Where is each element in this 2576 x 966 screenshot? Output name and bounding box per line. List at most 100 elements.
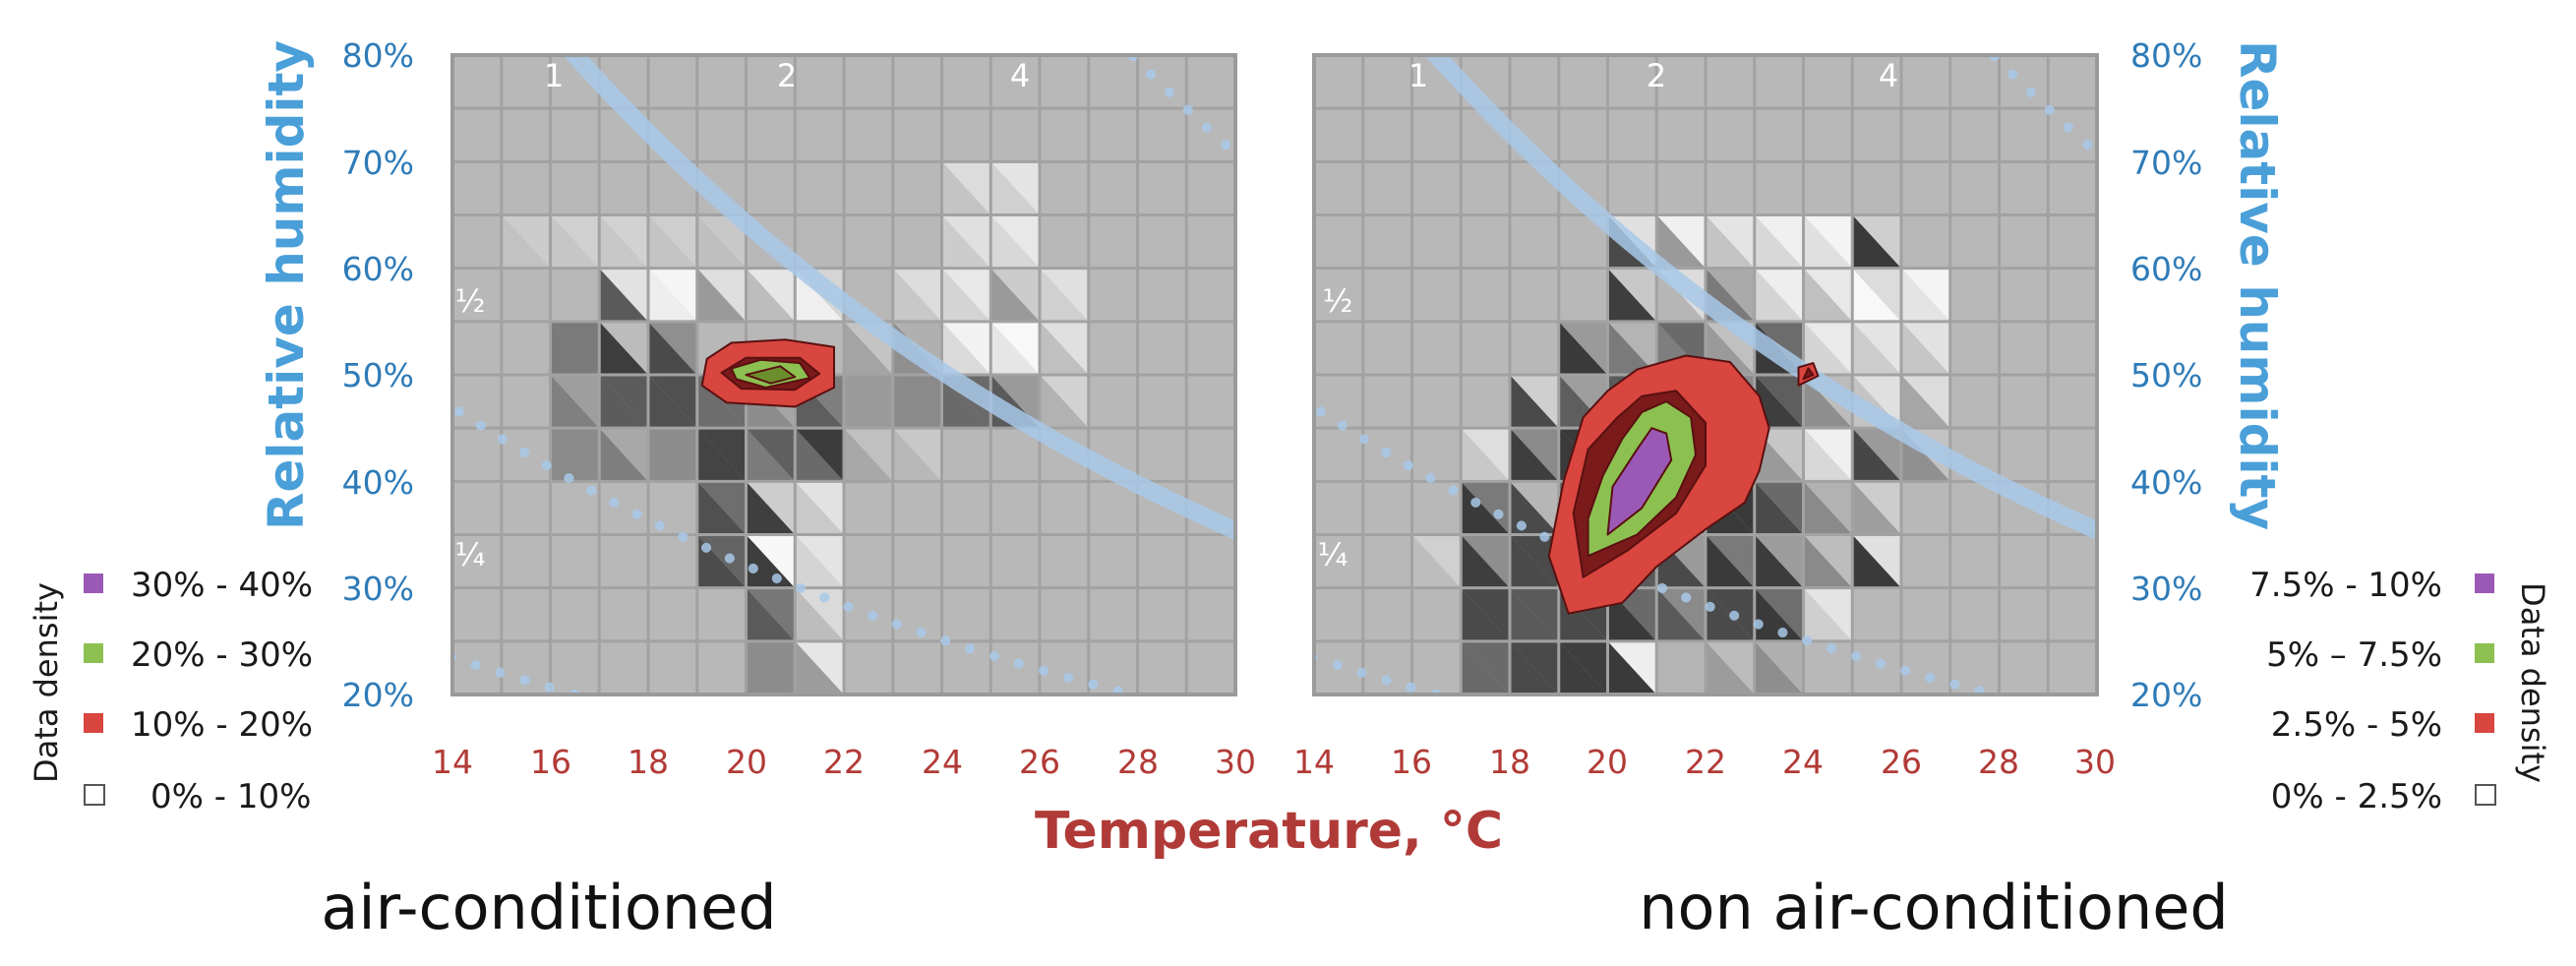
heatmap-cell xyxy=(1040,321,1089,375)
heatmap-cell xyxy=(648,375,697,429)
heatmap-cell xyxy=(1852,481,1901,535)
heatmap-cell xyxy=(1901,375,1950,429)
legend-left: Data density 30% - 40% 20% - 30% 10% - 2… xyxy=(28,566,313,816)
heatmap-cell xyxy=(1706,640,1755,694)
heatmap-cell xyxy=(1656,534,1706,588)
legend-label: 2.5% - 5% xyxy=(2271,705,2442,745)
heatmap-cell xyxy=(648,268,697,322)
x-tick: 18 xyxy=(1489,743,1530,781)
x-tick: 18 xyxy=(628,743,669,781)
heatmap-cell xyxy=(1706,214,1755,269)
heatmap-cell xyxy=(550,321,600,375)
heatmap-cell xyxy=(990,214,1040,269)
heatmap-cell xyxy=(1803,481,1853,535)
heatmap-cell xyxy=(1607,587,1657,641)
x-tick: 26 xyxy=(1019,743,1060,781)
heatmap-cell xyxy=(892,428,942,482)
heatmap-cell xyxy=(795,640,844,694)
heatmap-cell xyxy=(599,214,648,269)
heatmap-cell xyxy=(1656,640,1706,694)
heatmap-cell xyxy=(1803,587,1853,641)
panel-caption-left: air-conditioned xyxy=(321,872,776,943)
curve-label-1-left: 1 xyxy=(544,57,564,94)
heatmap-cell xyxy=(1754,375,1804,429)
y-tick: 70% xyxy=(342,144,414,182)
heatmap-cell xyxy=(1040,375,1089,429)
heatmap-cell xyxy=(1803,534,1853,588)
heatmap-cell xyxy=(1754,640,1804,694)
heatmap-cell xyxy=(1607,640,1657,694)
curve-label-2-left: 2 xyxy=(777,57,797,94)
heatmap-cell xyxy=(1852,321,1901,375)
heatmap-cell xyxy=(696,214,747,269)
heatmap-cell xyxy=(1754,375,1804,429)
heatmap-cell xyxy=(648,214,697,269)
density-contours-right xyxy=(1547,354,1820,615)
heatmap-cell xyxy=(1803,375,1853,429)
heatmap-cell xyxy=(746,481,796,535)
heatmap-cell xyxy=(1852,214,1901,269)
legend-title-right: Data density xyxy=(2514,582,2551,783)
heatmap-cell xyxy=(1510,534,1559,588)
heatmap-cell xyxy=(1754,534,1804,588)
heatmap-cell xyxy=(1901,321,1950,375)
y-tick: 40% xyxy=(342,463,414,502)
y-tick: 60% xyxy=(2130,250,2202,288)
heatmap-cell xyxy=(746,268,796,322)
heatmap-cell xyxy=(746,375,796,429)
heatmap-cell xyxy=(1706,640,1755,694)
x-tick: 14 xyxy=(1293,743,1335,781)
legend-swatch-green xyxy=(84,643,103,663)
heatmap-cell xyxy=(1461,587,1510,641)
x-ticks-left: 14 16 18 20 22 24 26 28 30 xyxy=(432,743,1256,781)
curve-label-4-right: 4 xyxy=(1879,57,1898,94)
y-tick: 40% xyxy=(2130,463,2202,502)
y-axis-title-left: Relative humidity xyxy=(258,40,315,530)
heatmap-cell xyxy=(1852,268,1901,322)
heatmap-cell xyxy=(892,375,942,429)
heatmap-cell xyxy=(1852,534,1901,588)
heatmap-cell xyxy=(1607,321,1657,375)
x-tick: 28 xyxy=(1117,743,1159,781)
heatmap-cell xyxy=(599,321,648,375)
heatmap-cell xyxy=(1411,534,1462,588)
curve-label-quarter-right: ¼ xyxy=(1317,536,1348,574)
curve-label-half-left: ½ xyxy=(454,282,485,320)
heatmap-cell xyxy=(1754,481,1804,535)
legend-label: 20% - 30% xyxy=(131,635,313,675)
heatmap-cell xyxy=(1461,481,1510,535)
heatmap-cell xyxy=(599,268,648,322)
heatmap-cell xyxy=(941,321,991,375)
heatmap-cell xyxy=(941,321,991,375)
heatmap-cell xyxy=(1852,534,1901,588)
heatmap-cell xyxy=(1040,268,1089,322)
heatmap-cell xyxy=(746,640,796,694)
heatmap-cell xyxy=(1461,534,1510,588)
heatmap-cell xyxy=(746,587,796,641)
density-contour xyxy=(1802,367,1815,381)
x-tick: 24 xyxy=(922,743,963,781)
curve-label-quarter-left: ¼ xyxy=(454,536,485,574)
heatmap-cell xyxy=(795,534,844,588)
legend-label: 0% - 2.5% xyxy=(2271,777,2442,816)
heatmap-cell xyxy=(941,161,991,215)
heatmap-cell xyxy=(696,534,747,588)
heatmap-cell xyxy=(1901,375,1950,429)
heatmap-cell xyxy=(844,375,893,429)
heatmap-cell xyxy=(648,428,697,482)
heatmap-cell xyxy=(795,640,844,694)
heatmap-cell xyxy=(1510,640,1559,694)
heatmap-cell xyxy=(1607,268,1657,322)
x-ticks-right: 14 16 18 20 22 24 26 28 30 xyxy=(1293,743,2116,781)
legend-right: 7.5% - 10% 5% – 7.5% 2.5% - 5% 0% - 2.5%… xyxy=(2249,566,2551,816)
heatmap-cell xyxy=(1558,321,1608,375)
heatmap-cell xyxy=(1901,268,1950,322)
heatmap-cell xyxy=(599,321,648,375)
x-tick: 28 xyxy=(1978,743,2019,781)
heatmap-cell xyxy=(746,534,796,588)
heatmap-cell xyxy=(1558,640,1608,694)
heatmap-cell xyxy=(696,268,747,322)
heatmap-cell xyxy=(1510,481,1559,535)
heatmap-cell xyxy=(1040,375,1089,429)
